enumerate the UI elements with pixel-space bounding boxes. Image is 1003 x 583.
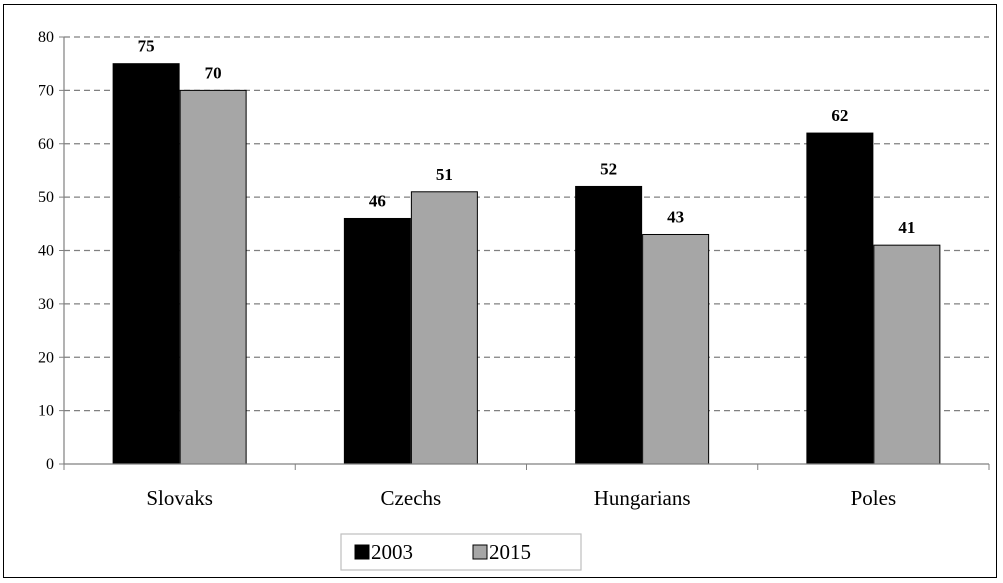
bar-2003-slovaks — [112, 63, 180, 465]
y-tick-label: 40 — [38, 243, 54, 260]
bar-2003-czechs — [343, 217, 411, 465]
legend: 2003 2015 — [340, 533, 582, 571]
legend-swatch-2015 — [472, 544, 488, 560]
data-label: 46 — [369, 191, 386, 210]
y-tick-label: 10 — [38, 403, 54, 420]
data-label: 41 — [898, 218, 915, 237]
y-tick-label: 0 — [46, 456, 54, 473]
bar-2003-hungarians — [575, 185, 643, 465]
data-label: 51 — [436, 165, 453, 184]
category-label: Czechs — [381, 486, 442, 510]
axes — [59, 36, 990, 470]
y-tick-label: 70 — [38, 82, 54, 99]
bars — [112, 63, 941, 465]
chart-frame: 0 10 20 30 40 50 60 70 80 75 70 Slovaks 46 51 Czechs 52… — [3, 4, 997, 578]
bar-2015-slovaks — [179, 89, 247, 465]
category-label: Hungarians — [594, 486, 691, 510]
bar-2015-poles — [873, 244, 941, 465]
y-tick-label: 20 — [38, 349, 54, 366]
labels: 0 10 20 30 40 50 60 70 80 75 70 Slovaks 46 51 Czechs 52… — [38, 29, 915, 510]
bar-2003-poles — [806, 132, 874, 465]
legend-label: 2003 — [371, 540, 413, 564]
bar-chart: 0 10 20 30 40 50 60 70 80 75 70 Slovaks 46 51 Czechs 52… — [38, 29, 990, 571]
category-label: Poles — [851, 486, 897, 510]
bar-2015-hungarians — [642, 233, 710, 465]
data-label: 75 — [138, 37, 155, 56]
y-tick-label: 80 — [38, 29, 54, 46]
bar-2015-czechs — [410, 191, 478, 465]
y-tick-label: 30 — [38, 296, 54, 313]
category-label: Slovaks — [146, 486, 213, 510]
data-label: 52 — [600, 159, 617, 178]
legend-box — [340, 533, 582, 571]
data-label: 62 — [831, 106, 848, 125]
data-label: 70 — [205, 63, 222, 82]
data-label: 43 — [667, 207, 684, 226]
y-tick-label: 50 — [38, 189, 54, 206]
legend-swatch-2003 — [354, 544, 370, 560]
legend-label: 2015 — [489, 540, 531, 564]
y-tick-label: 60 — [38, 136, 54, 153]
